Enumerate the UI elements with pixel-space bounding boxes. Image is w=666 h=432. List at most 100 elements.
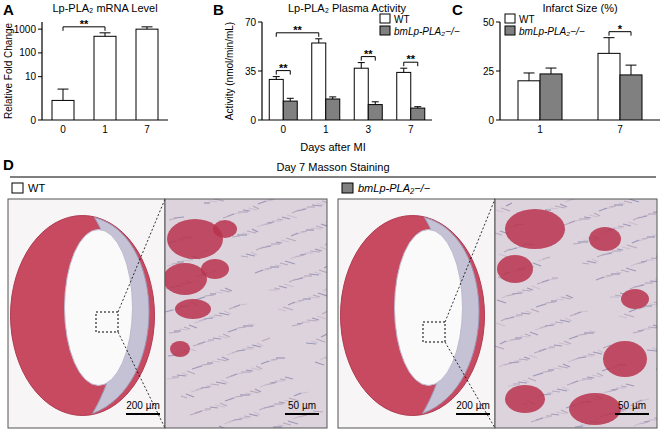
texture: [597, 373, 603, 376]
y-tick: [496, 22, 500, 23]
myocardium: [341, 216, 485, 416]
error-cap: [100, 32, 111, 33]
bars: [269, 39, 425, 120]
texture: [177, 375, 186, 376]
texture: [288, 421, 298, 424]
texture: [564, 341, 571, 344]
texture: [237, 234, 247, 235]
texture: [177, 261, 184, 262]
histology-0: WT200 µm50 µm: [8, 182, 334, 429]
error-bar: [414, 107, 421, 108]
bar: [354, 68, 368, 120]
cavity: [395, 230, 463, 386]
texture: [528, 378, 536, 381]
muscle-fiber: [569, 393, 621, 425]
texture: [211, 384, 219, 385]
texture: [499, 364, 505, 367]
texture: [557, 389, 567, 391]
texture: [317, 316, 326, 319]
texture: [534, 350, 544, 353]
texture: [262, 338, 270, 341]
texture: [276, 357, 285, 358]
texture: [237, 350, 245, 351]
texture: [555, 206, 565, 208]
texture: [523, 380, 529, 382]
texture: [626, 384, 634, 386]
texture: [255, 389, 261, 392]
legend-label: bmLp-PLA₂−/−: [394, 26, 460, 37]
texture: [252, 345, 261, 347]
bar: [368, 105, 382, 120]
texture: [165, 310, 173, 312]
texture: [235, 396, 243, 397]
texture: [505, 340, 513, 342]
texture: [312, 205, 322, 206]
texture: [317, 203, 324, 205]
x-tick-label: 3: [365, 124, 371, 135]
significance: **: [276, 24, 319, 37]
texture: [284, 284, 294, 287]
texture: [577, 380, 585, 381]
title-rule: [10, 177, 656, 178]
panel-label: A: [3, 1, 14, 18]
muscle-fiber: [603, 341, 647, 377]
texture: [519, 359, 528, 360]
error-line: [529, 73, 530, 81]
texture: [497, 300, 506, 303]
bar: [540, 74, 562, 120]
texture: [575, 426, 583, 427]
muscle-fiber: [201, 259, 229, 279]
texture: [633, 331, 642, 333]
panel-label: B: [213, 1, 224, 18]
texture: [499, 254, 508, 257]
error-cap: [414, 106, 421, 107]
texture: [614, 204, 623, 205]
myocardium: [11, 216, 155, 416]
texture: [588, 354, 595, 355]
texture: [272, 220, 281, 221]
bar: [283, 101, 297, 120]
texture: [322, 311, 327, 314]
y-tick-label: 25: [483, 66, 495, 77]
bar: [52, 100, 74, 120]
texture: [651, 258, 657, 259]
texture: [186, 394, 194, 397]
y-axis: [41, 22, 42, 120]
texture: [194, 320, 204, 323]
zoom-connector: [445, 199, 495, 322]
texture: [622, 247, 630, 249]
error-bar: [58, 89, 69, 100]
texture: [584, 217, 591, 218]
zoom-image: [495, 199, 657, 428]
error-cap: [142, 26, 153, 27]
bars: [518, 38, 642, 120]
texture: [218, 336, 228, 338]
y-tick-label: 0: [30, 115, 36, 126]
texture: [224, 311, 231, 314]
texture: [167, 378, 177, 379]
error-line: [551, 68, 552, 74]
texture: [532, 286, 540, 289]
error-line: [318, 39, 319, 43]
texture: [550, 323, 556, 324]
texture: [496, 210, 503, 212]
texture: [616, 272, 622, 273]
texture: [514, 360, 521, 361]
texture: [282, 217, 290, 219]
texture: [559, 343, 569, 345]
panel-2: CInfarct Size (%)0255017*WTbmLp-PLA₂−/−: [452, 1, 660, 135]
texture: [552, 391, 560, 392]
texture: [305, 252, 313, 253]
significance: **: [361, 48, 375, 61]
texture: [285, 377, 293, 379]
texture: [319, 270, 327, 273]
texture: [239, 417, 249, 418]
texture: [209, 201, 217, 202]
texture: [495, 233, 502, 235]
bar: [136, 29, 158, 120]
zoom-bg: [165, 199, 327, 428]
texture: [634, 423, 641, 426]
error-line: [609, 38, 610, 54]
texture: [311, 341, 318, 343]
texture: [193, 343, 203, 346]
